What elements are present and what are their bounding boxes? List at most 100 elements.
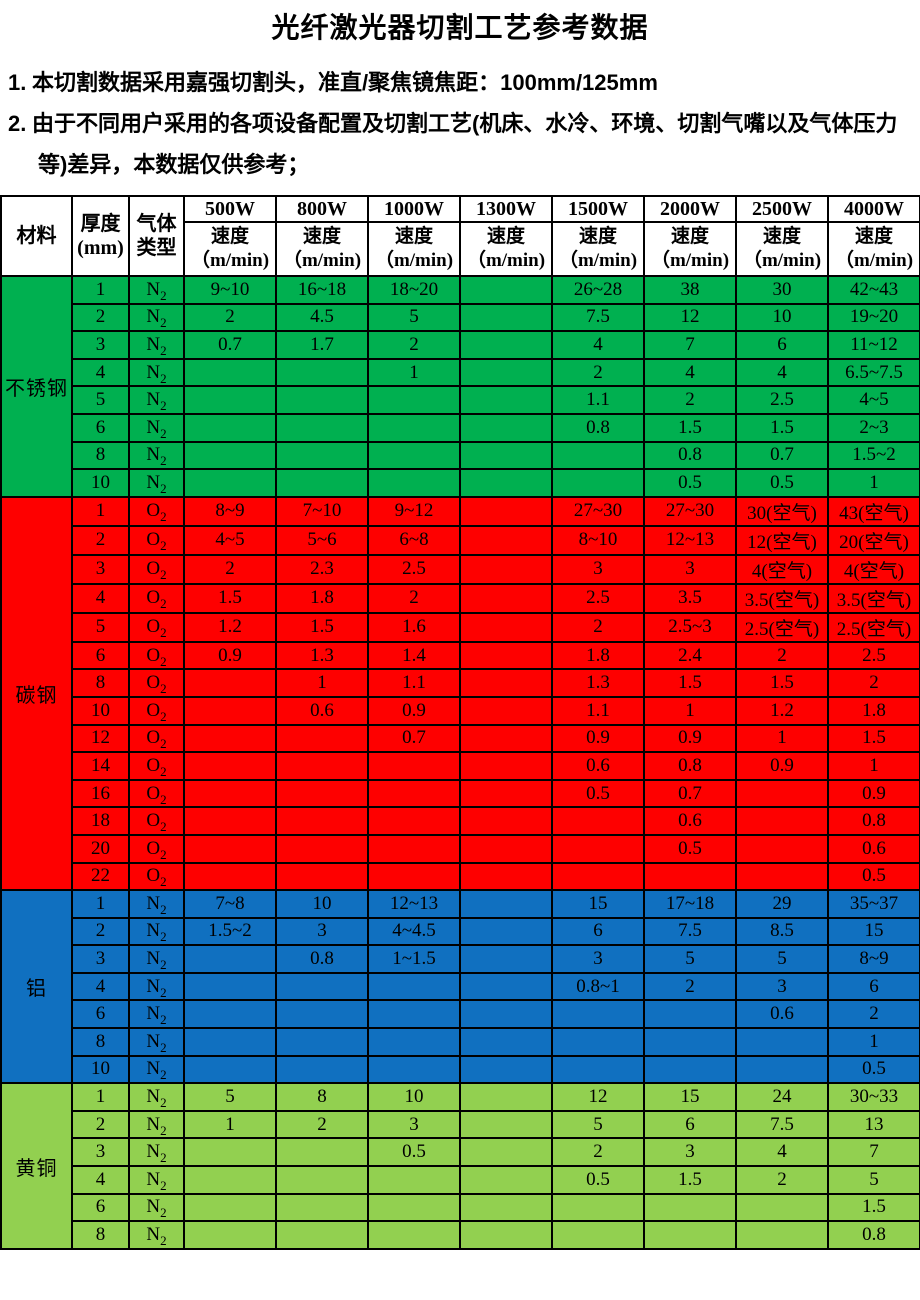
speed-cell: 3.5 bbox=[643, 582, 737, 614]
gas-cell: O2 bbox=[128, 778, 185, 809]
thickness-cell: 8 bbox=[71, 440, 130, 471]
power-header-2500w: 2500W bbox=[735, 195, 829, 223]
gas-cell: O2 bbox=[128, 751, 185, 781]
speed-cell: 6.5~7.5 bbox=[827, 357, 920, 388]
thickness-cell: 4 bbox=[71, 582, 130, 614]
speed-cell bbox=[183, 806, 277, 836]
speed-cell: 8 bbox=[275, 1082, 369, 1112]
speed-cell: 0.9 bbox=[551, 723, 645, 754]
speed-cell: 7.5 bbox=[551, 302, 645, 333]
speed-cell: 7.5 bbox=[643, 916, 737, 947]
speed-cell: 26~28 bbox=[551, 275, 645, 305]
speed-cell bbox=[643, 999, 737, 1030]
speed-cell bbox=[459, 495, 553, 527]
speed-cell: 2.5(空气) bbox=[827, 611, 920, 643]
thickness-cell: 8 bbox=[71, 668, 130, 698]
speed-cell: 2 bbox=[551, 357, 645, 388]
speed-cell bbox=[367, 806, 461, 836]
thickness-cell: 6 bbox=[71, 999, 130, 1030]
power-header-row: 材料 厚度 (mm) 气体 类型 500W 800W 1000W 1300W 1500W… bbox=[0, 195, 920, 277]
speed-cell: 1.5 bbox=[275, 611, 369, 643]
gas-cell: N2 bbox=[128, 468, 185, 498]
speed-cell: 17~18 bbox=[643, 889, 737, 919]
speed-cell bbox=[367, 440, 461, 471]
speed-cell: 3 bbox=[275, 916, 369, 947]
speed-cell: 27~30 bbox=[643, 495, 737, 527]
table-row: 5 N2 1.1 2 2.5 4~5 bbox=[1, 385, 920, 415]
speed-cell bbox=[459, 524, 553, 556]
speed-cell: 38 bbox=[643, 275, 737, 305]
speed-cell bbox=[459, 1109, 553, 1140]
thickness-cell: 6 bbox=[71, 1192, 130, 1223]
speed-cell bbox=[275, 778, 369, 809]
speed-cell: 1.1 bbox=[367, 668, 461, 698]
table-row: 碳钢 1 O2 8~9 7~10 9~12 27~30 27~30 30(空气) 43(空气) bbox=[0, 495, 920, 892]
speed-cell: 12 bbox=[551, 1082, 645, 1112]
speed-cell bbox=[459, 1027, 553, 1057]
thickness-cell: 6 bbox=[71, 640, 130, 671]
speed-cell bbox=[275, 1220, 369, 1250]
thickness-cell: 22 bbox=[71, 861, 130, 892]
gas-cell: N2 bbox=[128, 971, 185, 1002]
gas-cell: N2 bbox=[128, 1192, 185, 1223]
note-1: 1. 本切割数据采用嘉强切割头，准直/聚焦镜焦距：100mm/125mm bbox=[8, 62, 914, 103]
speed-cell: 0.7 bbox=[735, 440, 829, 471]
speed-cell: 1.2 bbox=[735, 695, 829, 726]
speed-cell: 0.5 bbox=[551, 1165, 645, 1195]
speed-cell: 2 bbox=[643, 385, 737, 415]
gas-cell: O2 bbox=[128, 806, 185, 836]
speed-cell: 2.5(空气) bbox=[735, 611, 829, 643]
speed-cell: 0.9 bbox=[827, 778, 920, 809]
speed-cell bbox=[275, 861, 369, 892]
speed-cell: 15 bbox=[827, 916, 920, 947]
speed-cell bbox=[459, 1192, 553, 1223]
speed-cell: 30~33 bbox=[827, 1082, 920, 1112]
gas-cell: N2 bbox=[128, 302, 185, 333]
table-row: 14 O2 0.6 0.8 0.9 1 bbox=[1, 751, 920, 781]
speed-cell: 0.6 bbox=[735, 999, 829, 1030]
thickness-cell: 4 bbox=[71, 971, 130, 1002]
speed-cell bbox=[459, 971, 553, 1002]
speed-cell bbox=[367, 385, 461, 415]
speed-cell bbox=[459, 1220, 553, 1250]
speed-cell: 19~20 bbox=[827, 302, 920, 333]
speed-cell: 43(空气) bbox=[827, 495, 920, 527]
table-row: 2 N2 1 2 3 5 6 7.5 13 bbox=[1, 1109, 920, 1140]
material-cell: 不锈钢 bbox=[0, 275, 73, 498]
table-row: 3 N2 0.8 1~1.5 3 5 5 8~9 bbox=[1, 944, 920, 974]
table-body: 不锈钢 1 N2 9~10 16~18 18~20 26~28 38 30 42~43 2 N2 2 4.… bbox=[0, 275, 920, 1250]
gas-cell: N2 bbox=[128, 1027, 185, 1057]
thickness-cell: 1 bbox=[71, 275, 130, 305]
speed-cell: 5 bbox=[551, 1109, 645, 1140]
thickness-cell: 18 bbox=[71, 806, 130, 836]
notes: 1. 本切割数据采用嘉强切割头，准直/聚焦镜焦距：100mm/125mm 2. 由于… bbox=[8, 62, 914, 185]
speed-cell bbox=[275, 833, 369, 864]
speed-cell: 2.5 bbox=[827, 640, 920, 671]
speed-cell bbox=[551, 861, 645, 892]
speed-cell bbox=[367, 999, 461, 1030]
speed-cell bbox=[459, 275, 553, 305]
speed-cell: 7~8 bbox=[183, 889, 277, 919]
speed-unit-header-4: 速度 （m/min) bbox=[551, 221, 645, 277]
speed-cell: 7~10 bbox=[275, 495, 369, 527]
thickness-cell: 4 bbox=[71, 357, 130, 388]
gas-cell: O2 bbox=[128, 524, 185, 556]
speed-cell: 1.4 bbox=[367, 640, 461, 671]
speed-cell bbox=[551, 1220, 645, 1250]
speed-cell: 0.8 bbox=[643, 751, 737, 781]
speed-cell: 0.7 bbox=[367, 723, 461, 754]
thickness-cell: 1 bbox=[71, 889, 130, 919]
speed-cell: 2 bbox=[735, 1165, 829, 1195]
speed-cell: 2 bbox=[827, 999, 920, 1030]
thickness-header-cell: 厚度 (mm) bbox=[71, 195, 130, 277]
speed-cell: 3 bbox=[643, 553, 737, 585]
speed-cell: 0.6 bbox=[551, 751, 645, 781]
speed-cell bbox=[183, 778, 277, 809]
speed-cell: 1.3 bbox=[551, 668, 645, 698]
speed-cell bbox=[459, 385, 553, 415]
speed-cell: 3 bbox=[367, 1109, 461, 1140]
speed-cell: 12(空气) bbox=[735, 524, 829, 556]
speed-cell: 8~10 bbox=[551, 524, 645, 556]
speed-cell: 2 bbox=[183, 553, 277, 585]
speed-cell: 1 bbox=[643, 695, 737, 726]
